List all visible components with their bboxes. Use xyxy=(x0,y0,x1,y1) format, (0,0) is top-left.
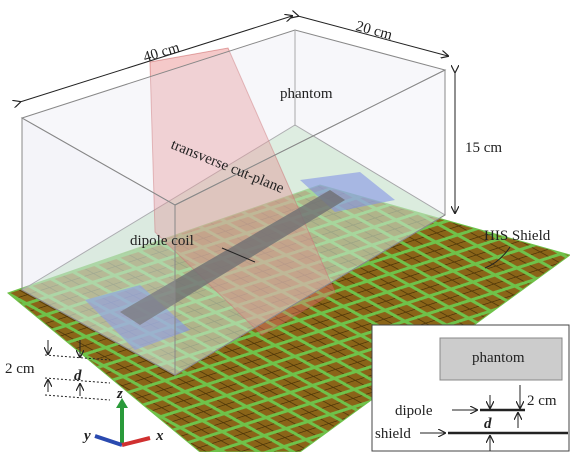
inset-phantom-label: phantom xyxy=(472,350,525,366)
x-axis xyxy=(122,438,150,445)
dipole-coil-label: dipole coil xyxy=(130,233,194,249)
phantom-label: phantom xyxy=(280,86,333,102)
inset-distance-label: d xyxy=(484,416,492,432)
y-axis xyxy=(95,436,122,445)
y-label: y xyxy=(82,428,91,444)
inset-dipole-label: dipole xyxy=(395,403,433,419)
z-label: z xyxy=(116,386,123,402)
inset-shield-label: shield xyxy=(375,426,411,442)
height-label: 15 cm xyxy=(465,140,502,156)
gap-label: 2 cm xyxy=(5,361,35,377)
x-label: x xyxy=(155,428,164,444)
width-label: 20 cm xyxy=(354,18,394,43)
distance-label: d xyxy=(74,368,82,384)
shield-label: HIS Shield xyxy=(484,228,551,244)
inset-gap-label: 2 cm xyxy=(527,393,557,409)
diagram: 40 cm 20 cm 15 cm phantom transverse cut… xyxy=(0,0,570,452)
